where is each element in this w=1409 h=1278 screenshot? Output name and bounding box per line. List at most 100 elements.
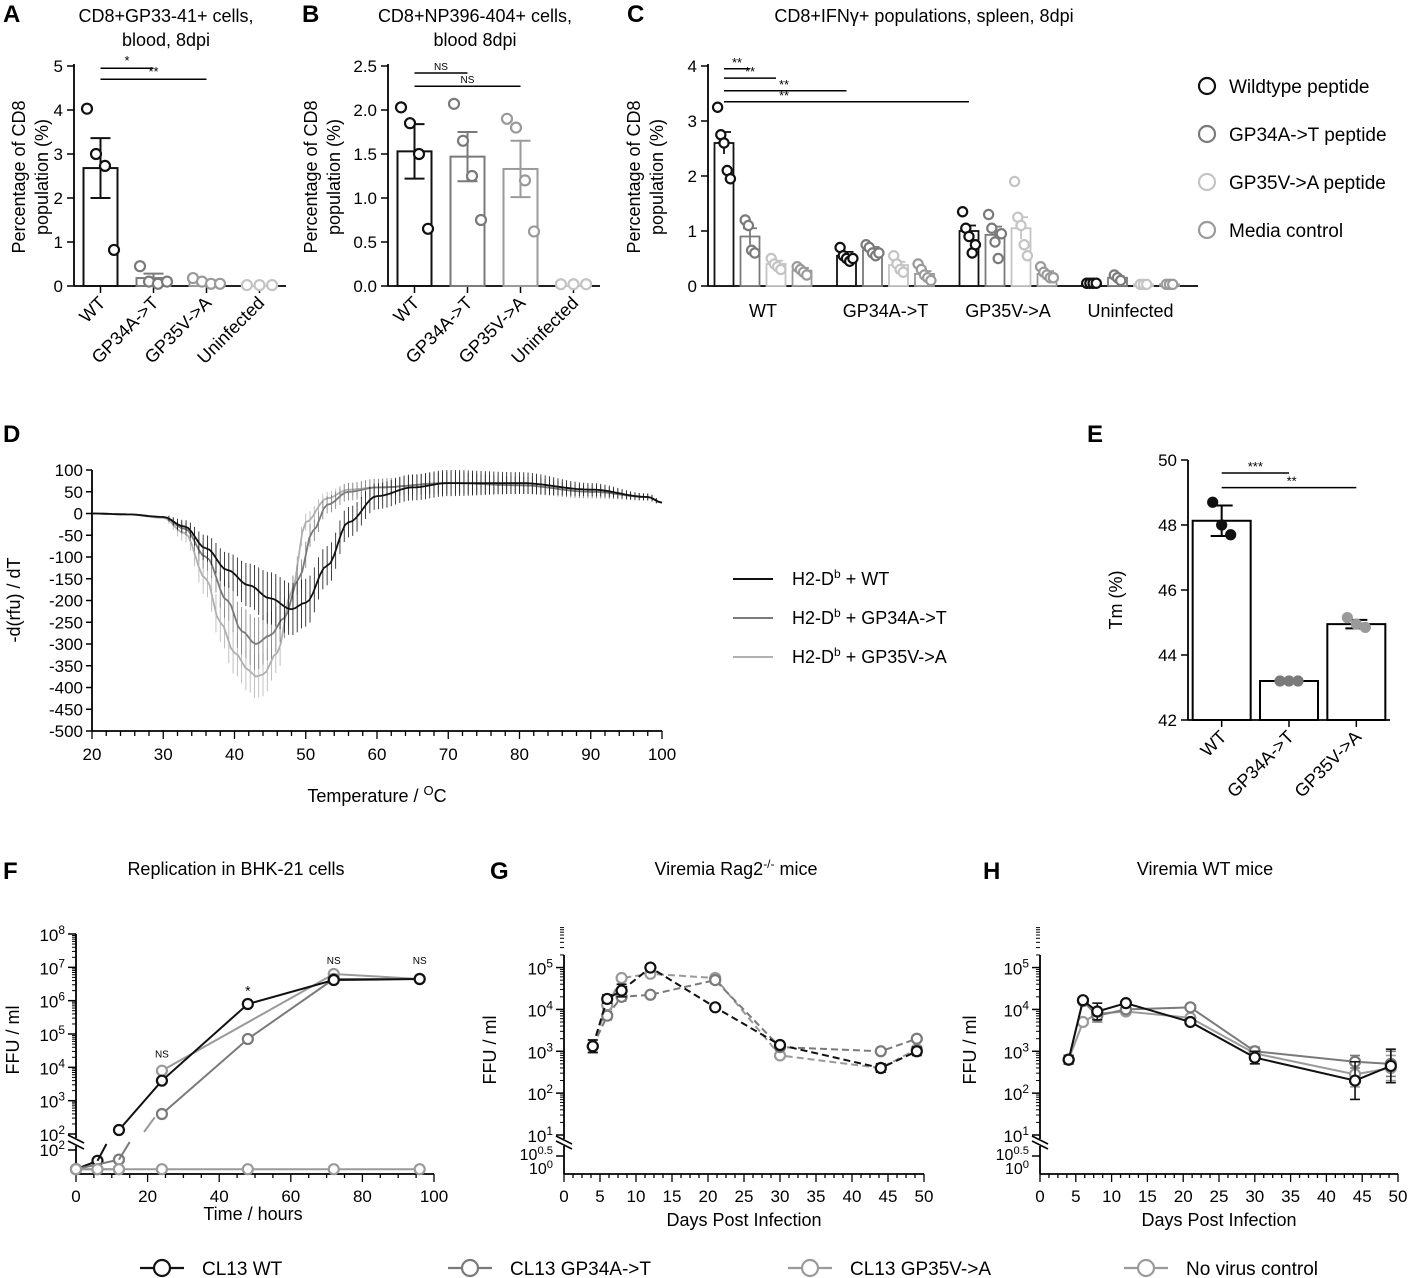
x-tick-label: 0 [1035, 1187, 1044, 1206]
data-point [963, 230, 975, 243]
data-point [1348, 1074, 1362, 1087]
data-point [160, 275, 174, 288]
panel-letter-h: H [983, 858, 1000, 885]
y-tick-label: 102 [39, 1138, 65, 1160]
data-point [465, 169, 479, 183]
y-axis-label: Percentage of CD8 [9, 100, 29, 253]
x-tick-label: 15 [1138, 1187, 1157, 1206]
x-tick-label: 100 [648, 745, 676, 764]
y-tick-label: 44 [1158, 646, 1177, 665]
y-tick-label: 105 [39, 1023, 65, 1045]
x-group-label: GP35V->A [965, 301, 1051, 321]
y-axis-label: population (%) [324, 119, 344, 235]
y-tick-label: 102 [527, 1082, 553, 1104]
legend-label: CL13 WT [202, 1259, 283, 1278]
y-tick-label: 107 [39, 956, 65, 978]
data-point [644, 988, 657, 1001]
data-point [1248, 1051, 1261, 1064]
data-point [1047, 272, 1060, 284]
y-tick-label: 2.5 [353, 57, 377, 76]
x-tick-label: 30 [154, 745, 173, 764]
panel-letter-g: G [490, 858, 509, 885]
y-tick-label: -400 [49, 679, 83, 698]
data-point [241, 997, 254, 1011]
legend-label: Media control [1229, 221, 1343, 242]
panel-letter-a: A [3, 1, 20, 28]
y-tick-label: 100.5 [996, 1145, 1029, 1164]
melt-curve [92, 482, 663, 678]
x-tick-label: 20 [699, 1187, 718, 1206]
y-tick-label: 103 [1003, 1040, 1029, 1062]
y-axis-label: FFU / ml [3, 1006, 23, 1075]
x-tick-label: GP35V->A [1291, 727, 1366, 802]
data-point [421, 222, 435, 235]
data-point [1216, 519, 1228, 531]
y-tick-label: 106 [39, 990, 65, 1012]
x-tick-label: 45 [879, 1187, 898, 1206]
data-point [155, 1074, 169, 1087]
legend-marker [800, 1258, 820, 1278]
data-point [1283, 675, 1295, 687]
y-tick-label: -150 [49, 570, 83, 589]
bar [1259, 680, 1319, 721]
y-tick-label: 105 [1003, 957, 1029, 979]
x-tick-label: 40 [843, 1187, 862, 1206]
significance-label: * [245, 983, 251, 999]
y-tick-label: 3 [54, 145, 63, 164]
x-tick-label: 0 [71, 1187, 80, 1206]
y-tick-label: 2 [54, 189, 63, 208]
legend-marker [152, 1258, 172, 1278]
bar [713, 142, 735, 287]
panel-b-title: blood 8dpi [433, 30, 516, 50]
data-point [91, 1163, 104, 1176]
data-point [982, 208, 995, 221]
data-point [579, 278, 593, 291]
axis-break [67, 1134, 85, 1144]
x-tick-label: 80 [353, 1187, 372, 1206]
axis-break [555, 1140, 573, 1150]
legend-marker [1197, 124, 1217, 144]
data-point [1359, 621, 1371, 633]
data-point [1015, 219, 1027, 232]
y-axis-label: population (%) [32, 119, 52, 235]
data-point [1021, 250, 1034, 262]
significance-label: * [124, 53, 129, 68]
y-tick-label: -200 [49, 592, 83, 611]
data-point [989, 236, 1001, 248]
legend-marker [1136, 1258, 1156, 1278]
y-tick-label: 102 [39, 1123, 65, 1145]
x-tick-label: 5 [1071, 1187, 1080, 1206]
y-axis-label: population (%) [647, 119, 667, 235]
y-tick-label: 103 [39, 1090, 65, 1112]
data-point [394, 101, 408, 114]
data-point [1184, 1001, 1197, 1014]
y-tick-label: 0.0 [353, 277, 377, 296]
significance-label: NS [434, 62, 448, 73]
y-tick-label: 0 [54, 277, 63, 296]
data-point [644, 961, 657, 974]
x-axis-label: Time / hours [203, 1204, 302, 1224]
y-tick-label: 50 [1158, 451, 1177, 470]
axis-break [67, 1140, 85, 1150]
significance-label: NS [327, 956, 341, 967]
series-line [161, 972, 420, 1072]
data-point [412, 147, 426, 161]
legend-label: CL13 GP35V->A [850, 1259, 991, 1278]
y-tick-label: 4 [54, 101, 63, 120]
data-point [327, 1163, 340, 1176]
legend-label: H2-Db + GP34A->T [792, 606, 947, 628]
data-point [155, 1107, 169, 1121]
significance-label: ** [745, 64, 755, 79]
panel-a-title: CD8+GP33-41+ cells, [78, 6, 253, 26]
data-point [775, 263, 787, 276]
data-point [112, 1123, 126, 1137]
data-point [69, 1163, 83, 1176]
x-tick-label: WT [389, 293, 423, 327]
data-point [107, 243, 121, 257]
data-point [1384, 1059, 1397, 1073]
y-tick-label: 101 [527, 1124, 553, 1146]
significance-label: NS [461, 75, 475, 86]
x-tick-label: 0 [559, 1187, 568, 1206]
legend-marker [1197, 220, 1217, 240]
y-tick-label: 104 [527, 998, 553, 1020]
